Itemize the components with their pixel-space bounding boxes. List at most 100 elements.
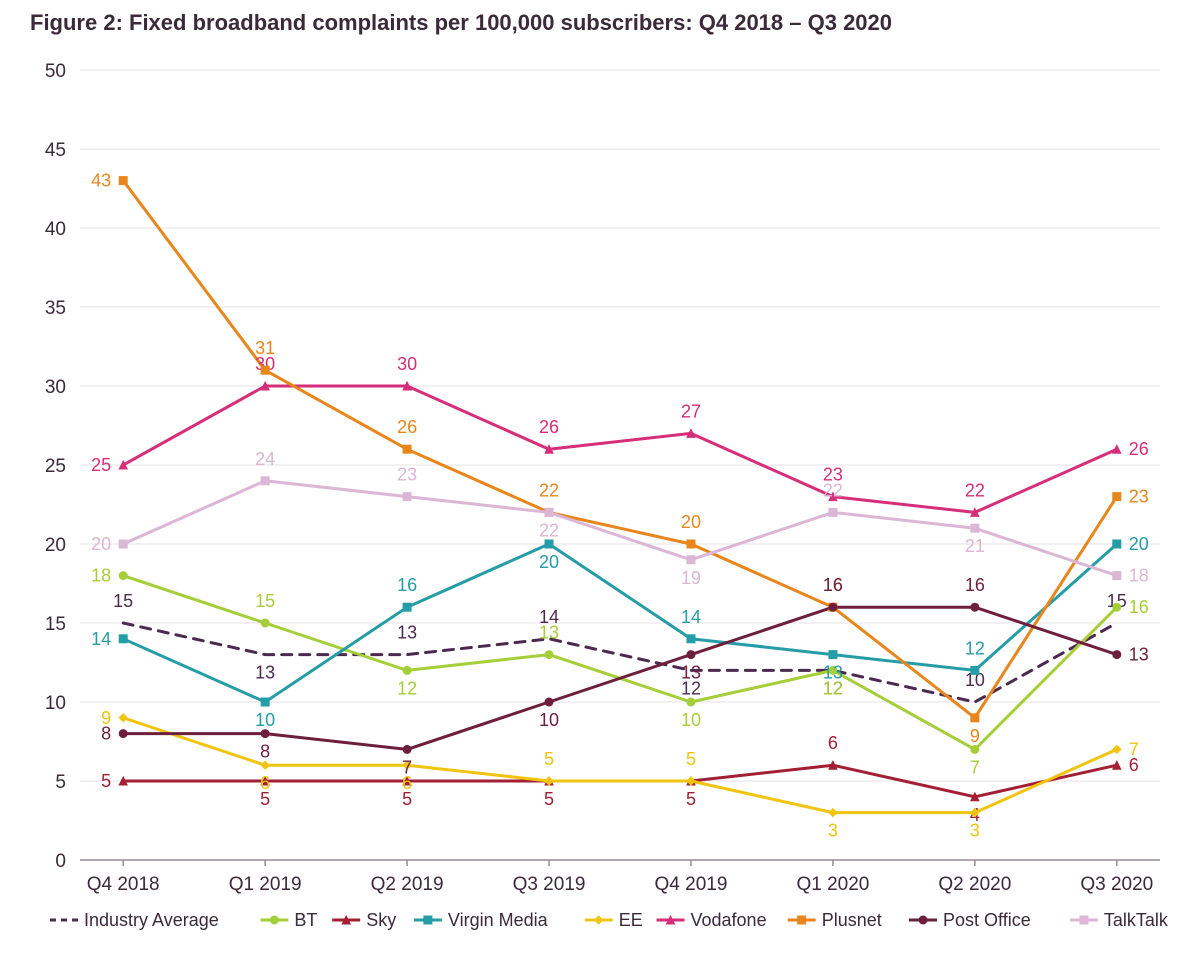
data-label: 26 xyxy=(1129,439,1149,459)
data-label: 10 xyxy=(255,710,275,730)
x-tick-label: Q2 2019 xyxy=(371,874,444,895)
series-marker xyxy=(687,635,695,643)
data-label: 14 xyxy=(91,629,111,649)
data-label: 7 xyxy=(1129,739,1139,759)
series-marker xyxy=(119,540,127,548)
series-marker xyxy=(829,603,837,611)
data-label: 16 xyxy=(397,575,417,595)
data-label: 10 xyxy=(681,710,701,730)
x-tick-label: Q2 2020 xyxy=(938,874,1011,895)
data-label: 5 xyxy=(686,789,696,809)
data-label: 20 xyxy=(91,534,111,554)
data-label: 6 xyxy=(828,733,838,753)
data-label: 6 xyxy=(260,773,270,793)
data-label: 12 xyxy=(397,678,417,698)
series-marker xyxy=(545,508,553,516)
data-label: 21 xyxy=(965,536,985,556)
series-marker xyxy=(119,177,127,185)
y-tick-label: 0 xyxy=(55,851,66,872)
data-label: 8 xyxy=(101,724,111,744)
series-marker xyxy=(1113,651,1121,659)
data-label: 27 xyxy=(681,401,701,421)
chart-title: Figure 2: Fixed broadband complaints per… xyxy=(30,10,892,36)
data-label: 13 xyxy=(1129,645,1149,665)
data-label: 5 xyxy=(544,789,554,809)
series-marker xyxy=(971,666,979,674)
x-tick-label: Q1 2019 xyxy=(229,874,302,895)
series-marker xyxy=(971,714,979,722)
series-marker xyxy=(971,745,979,753)
data-label: 13 xyxy=(255,663,275,683)
series-marker xyxy=(829,651,837,659)
series-marker xyxy=(687,651,695,659)
series-marker xyxy=(403,445,411,453)
data-label: 5 xyxy=(686,749,696,769)
data-label: 12 xyxy=(965,638,985,658)
data-label: 7 xyxy=(402,757,412,777)
x-tick-label: Q1 2020 xyxy=(796,874,869,895)
data-label: 18 xyxy=(1129,566,1149,586)
series-marker xyxy=(1113,540,1121,548)
x-tick-label: Q3 2019 xyxy=(513,874,586,895)
x-tick-label: Q4 2018 xyxy=(87,874,160,895)
series-marker xyxy=(1113,493,1121,501)
x-tick-label: Q3 2020 xyxy=(1080,874,1153,895)
legend-label: BT xyxy=(294,910,317,930)
legend-label: Vodafone xyxy=(691,910,767,930)
series-marker xyxy=(119,635,127,643)
data-label: 22 xyxy=(965,480,985,500)
series-marker xyxy=(261,698,269,706)
series-marker xyxy=(403,745,411,753)
x-tick-label: Q4 2019 xyxy=(655,874,728,895)
legend-label: TalkTalk xyxy=(1104,910,1169,930)
series-marker xyxy=(1113,603,1121,611)
y-tick-label: 40 xyxy=(45,219,66,240)
series-marker xyxy=(545,651,553,659)
data-label: 25 xyxy=(91,455,111,475)
series-marker xyxy=(971,524,979,532)
data-label: 23 xyxy=(1129,487,1149,507)
data-label: 16 xyxy=(823,575,843,595)
data-label: 15 xyxy=(113,591,133,611)
series-marker xyxy=(687,540,695,548)
legend-label: Virgin Media xyxy=(448,910,549,930)
series-marker xyxy=(119,730,127,738)
legend-label: Post Office xyxy=(943,910,1031,930)
data-label: 24 xyxy=(255,449,275,469)
y-tick-label: 20 xyxy=(45,535,66,556)
data-label: 20 xyxy=(681,512,701,532)
data-label: 22 xyxy=(539,520,559,540)
data-label: 26 xyxy=(397,417,417,437)
series-marker xyxy=(119,572,127,580)
series-marker xyxy=(687,556,695,564)
data-label: 18 xyxy=(91,566,111,586)
data-label: 13 xyxy=(539,623,559,643)
y-tick-label: 25 xyxy=(45,456,66,477)
series-marker xyxy=(261,477,269,485)
data-label: 30 xyxy=(397,354,417,374)
data-label: 9 xyxy=(970,726,980,746)
series-marker xyxy=(971,603,979,611)
data-label: 13 xyxy=(397,623,417,643)
data-label: 22 xyxy=(823,480,843,500)
series-marker xyxy=(261,730,269,738)
data-label: 14 xyxy=(681,607,701,627)
y-tick-label: 30 xyxy=(45,377,66,398)
y-tick-label: 35 xyxy=(45,298,66,319)
legend-label: Plusnet xyxy=(822,910,882,930)
series-marker xyxy=(403,603,411,611)
data-label: 16 xyxy=(1129,597,1149,617)
data-label: 43 xyxy=(91,171,111,191)
data-label: 3 xyxy=(970,821,980,841)
data-label: 23 xyxy=(397,465,417,485)
y-tick-label: 10 xyxy=(45,693,66,714)
series-marker xyxy=(687,698,695,706)
legend-label: EE xyxy=(619,910,643,930)
series-marker xyxy=(1113,572,1121,580)
series-marker xyxy=(261,366,269,374)
y-tick-label: 45 xyxy=(45,140,66,161)
series-marker xyxy=(403,493,411,501)
legend-label: Industry Average xyxy=(84,910,219,930)
series-marker xyxy=(545,698,553,706)
y-tick-label: 50 xyxy=(45,61,66,82)
